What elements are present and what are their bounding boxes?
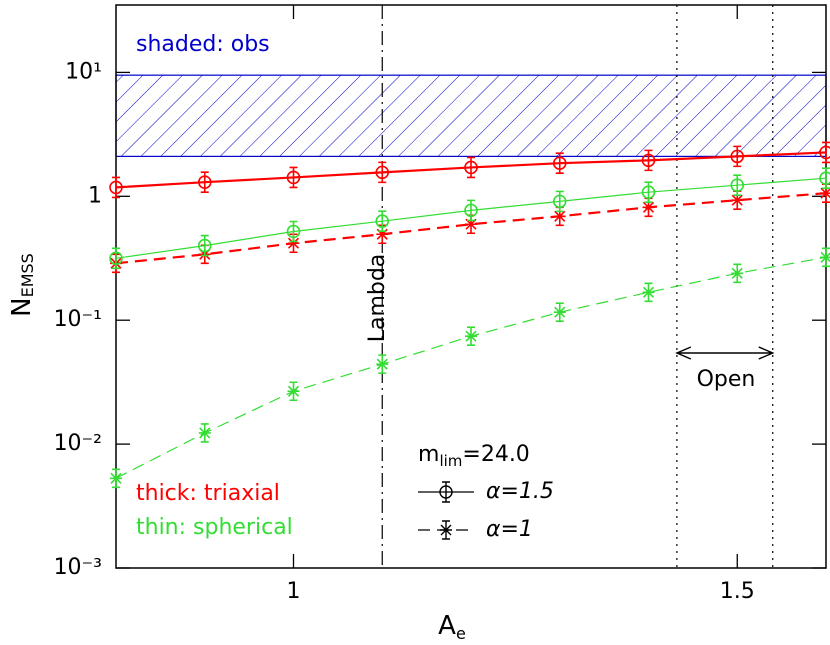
y-axis-label: NEMSS: [7, 253, 37, 317]
data-marker: [731, 190, 744, 211]
data-marker: [287, 381, 300, 402]
data-marker: [731, 263, 744, 284]
legend-marker: [440, 520, 452, 540]
y-label-main: N: [7, 297, 37, 316]
legend-title: mlim=24.0: [418, 442, 530, 470]
data-marker: [819, 167, 830, 190]
legend-title-rest: =24.0: [462, 442, 529, 467]
data-marker: [376, 354, 389, 374]
annotation: Open: [697, 367, 756, 392]
legend-title-main: m: [418, 442, 439, 467]
shaded-band: [115, 74, 827, 157]
data-marker: [730, 174, 745, 196]
data-marker: [109, 247, 123, 270]
legend-label: α=1.5: [486, 479, 554, 504]
data-marker: [465, 326, 477, 346]
data-marker: [730, 145, 745, 168]
data-marker: [110, 468, 122, 489]
data-marker: [375, 210, 390, 232]
annotation: Lambda: [365, 254, 390, 343]
data-marker: [198, 423, 211, 443]
data-marker: [286, 220, 301, 243]
x-axis-label: Ae: [438, 611, 466, 643]
x-tick-label: 1: [287, 579, 301, 604]
data-marker: [552, 190, 567, 213]
plot-frame: [115, 4, 827, 569]
data-marker: [464, 156, 478, 179]
y-tick-label: 10⁻³: [54, 555, 102, 580]
y-tick-label: 10¹: [65, 59, 102, 84]
data-marker: [641, 181, 656, 203]
y-tick-label: 10⁻¹: [54, 307, 102, 332]
x-label-main: A: [438, 611, 456, 641]
x-label-sub: e: [456, 624, 466, 643]
y-label-sub: EMSS: [18, 253, 37, 297]
legend-marker: [439, 481, 453, 503]
data-marker: [375, 161, 390, 184]
series-line: [115, 192, 827, 265]
data-marker: [464, 199, 478, 222]
data-marker: [552, 152, 567, 175]
data-marker: [286, 166, 301, 189]
data-marker: [197, 171, 212, 193]
data-marker: [820, 247, 830, 268]
data-marker: [109, 176, 123, 199]
data-marker: [819, 141, 830, 164]
data-marker: [553, 302, 566, 323]
data-marker: [287, 233, 300, 254]
x-tick-label: 1.5: [720, 579, 755, 604]
annotation: thick: triaxial: [136, 481, 280, 506]
annotation: thin: spherical: [136, 515, 293, 540]
y-tick-label: 10⁻²: [54, 431, 102, 456]
data-marker: [820, 183, 830, 203]
annotation: shaded: obs: [136, 32, 270, 57]
open-arrow: [675, 346, 775, 360]
data-marker: [197, 234, 212, 257]
legend-title-sub: lim: [439, 452, 462, 470]
legend-label: α=1: [486, 517, 533, 542]
data-marker: [642, 282, 655, 303]
y-tick-label: 1: [88, 183, 102, 208]
data-marker: [553, 206, 566, 227]
data-marker: [376, 224, 389, 245]
data-marker: [641, 149, 656, 172]
data-marker: [642, 197, 655, 218]
data-marker: [465, 214, 477, 235]
